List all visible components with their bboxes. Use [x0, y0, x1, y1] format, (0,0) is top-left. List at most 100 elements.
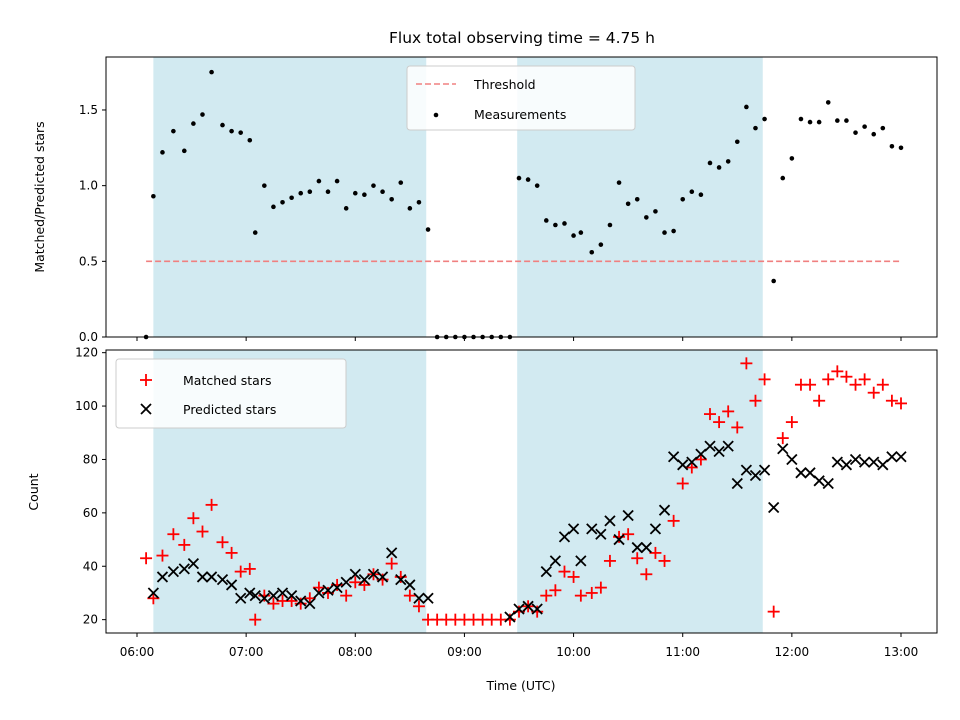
predicted-point-1215: [813, 475, 825, 487]
predicted-point-0800: [349, 568, 361, 580]
bottom-x-axis: 06:00 07:00 08:00 09:00 10:00 11:00 12:00 13:00: [120, 633, 919, 659]
measurement-point-0730: [298, 190, 304, 196]
matched-point-1210: [804, 378, 817, 391]
matched-point-0725: [285, 594, 298, 607]
matched-point-0740: [312, 581, 325, 594]
matched-point-0820: [385, 557, 398, 570]
predicted-point-1250: [877, 459, 889, 471]
matched-point-0750: [331, 578, 344, 591]
measurement-point-0636: [200, 112, 205, 117]
predicted-point-0820: [386, 547, 398, 559]
top-y-tick-label-0.0: 0.0: [79, 330, 98, 344]
measurement-point-1040: [644, 215, 649, 220]
bottom-legend: Matched stars Predicted stars: [115, 358, 347, 429]
predicted-point-1045: [649, 523, 662, 535]
measurement-point-0641: [209, 69, 214, 75]
predicted-point-0815: [376, 571, 389, 583]
matched-point-1135: [740, 357, 753, 370]
predicted-point-0614: [156, 571, 169, 583]
measurement-point-0735: [307, 189, 313, 195]
measurement-point-0830: [407, 206, 413, 211]
matched-point-1215: [813, 394, 826, 407]
predicted-point-0750: [331, 581, 343, 594]
predicted-point-1004: [575, 555, 587, 567]
predicted-point-1025: [613, 533, 625, 546]
predicted-point-1030: [622, 509, 634, 522]
bottom-panel: 20 40 60 80 100 120 06:00 07:00 08:00 09:00 10:00…: [26, 346, 938, 693]
measurement-point-0945: [543, 218, 549, 223]
measurement-point-0825: [398, 180, 404, 185]
predicted-point-1020: [604, 515, 616, 527]
predicted-point-1245: [868, 456, 880, 468]
predicted-point-1220: [822, 477, 834, 490]
matched-point-1120: [713, 416, 726, 429]
matched-point-0614: [156, 549, 169, 562]
matched-point-1000: [567, 570, 580, 583]
measurement-point-1135: [744, 104, 749, 110]
measurement-point-0950: [553, 222, 558, 228]
x-tick-label-1100: 11:00: [665, 645, 700, 659]
x-tick-label-1000: 10:00: [556, 645, 591, 659]
measurement-point-1050: [662, 230, 667, 235]
measurement-point-0614: [160, 150, 165, 155]
predicted-point-1050: [658, 504, 671, 516]
measurement-point-1215: [816, 119, 822, 125]
predicted-point-0740: [313, 587, 325, 599]
measurement-point-1200: [789, 156, 795, 161]
count-series: [140, 357, 907, 626]
matched-point-0636: [196, 525, 209, 538]
matched-point-1020: [603, 554, 616, 567]
matched-point-0609: [147, 592, 160, 605]
predicted-point-0720: [276, 587, 289, 599]
measurement-point-1035: [634, 196, 640, 202]
measurement-point-0805: [362, 192, 367, 198]
x-tick-label-0700: 07:00: [229, 645, 264, 659]
measurement-point-1004: [578, 230, 584, 235]
measurement-point-1055: [671, 228, 676, 234]
legend-predicted-swatch: [140, 403, 152, 415]
top-panel: 0.0 0.5 1.0 1.5 Matched/Predicted stars Thr…: [32, 56, 938, 344]
matched-point-1105: [685, 461, 698, 474]
matched-point-1125: [722, 405, 735, 418]
predicted-point-0735: [304, 597, 316, 610]
predicted-point-1105: [686, 456, 698, 468]
matched-point-1115: [704, 408, 716, 421]
matched-point-1015: [594, 581, 607, 594]
matched-point-0825: [394, 570, 407, 583]
measurement-point-0657: [238, 130, 243, 135]
predicted-point-1100: [677, 459, 689, 471]
matched-point-1250: [876, 378, 889, 391]
predicted-point-0755: [340, 576, 352, 588]
matched-point-0652: [225, 546, 238, 559]
predicted-point-0626: [178, 563, 190, 575]
predicted-point-1210: [804, 467, 816, 479]
matched-point-1240: [858, 373, 871, 386]
measurement-point-1150: [771, 278, 776, 284]
predicted-point-0705: [249, 589, 261, 602]
measurement-point-0720: [280, 199, 285, 205]
predicted-point-1135: [740, 464, 753, 476]
predicted-point-1240: [858, 456, 871, 468]
matched-point-1220: [822, 373, 835, 386]
predicted-point-0950: [549, 555, 562, 567]
measurement-point-0702: [247, 137, 253, 143]
predicted-point-0930: [513, 603, 525, 615]
matched-point-0657: [234, 565, 247, 578]
measurement-point-1025: [616, 180, 622, 185]
top-legend: Threshold Measurements: [406, 65, 636, 131]
top-y-axis: 0.0 0.5 1.0 1.5: [79, 103, 106, 344]
measurement-point-1015: [598, 242, 604, 247]
matched-point-0940: [531, 605, 544, 618]
predicted-point-1110: [695, 448, 707, 460]
legend-measurements-swatch: [433, 112, 439, 118]
matched-point-1245: [867, 386, 880, 399]
matched-point-1035: [631, 552, 644, 565]
x-tick-label-1300: 13:00: [884, 645, 919, 659]
predicted-point-1040: [640, 541, 652, 554]
matched-point-0835: [412, 600, 425, 613]
measurement-point-0955: [562, 221, 567, 226]
measurement-point-1155: [780, 175, 786, 181]
legend-matched-swatch: [140, 374, 152, 386]
measurement-point-0940: [534, 183, 540, 188]
matched-point-1050: [658, 554, 671, 567]
